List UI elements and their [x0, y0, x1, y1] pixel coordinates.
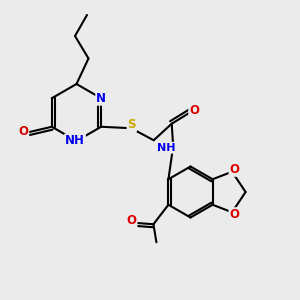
Text: O: O	[230, 208, 239, 221]
Text: S: S	[128, 118, 136, 131]
Text: O: O	[189, 104, 199, 117]
Text: N: N	[96, 92, 106, 105]
Text: NH: NH	[157, 143, 176, 153]
Text: O: O	[18, 125, 28, 138]
Text: NH: NH	[65, 134, 85, 148]
Text: O: O	[127, 214, 136, 227]
Text: O: O	[230, 163, 239, 176]
